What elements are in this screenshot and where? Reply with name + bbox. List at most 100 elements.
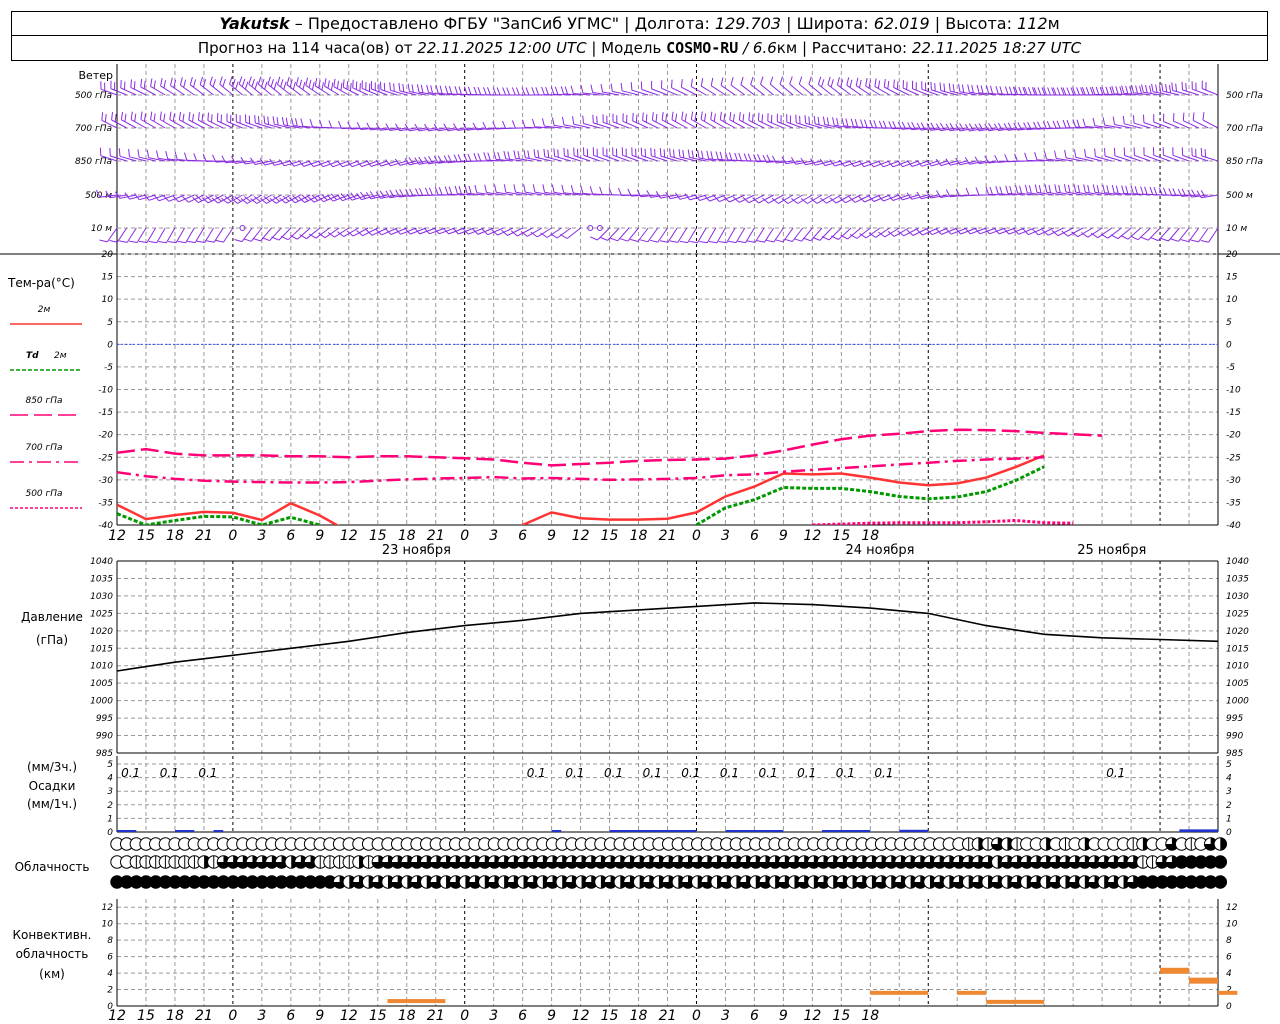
wind-barb: [257, 76, 272, 96]
wind-barb: [541, 86, 562, 96]
cloud-three-quarter: [497, 855, 511, 869]
wind-barb: [337, 227, 359, 238]
precip-value-label: 0.1: [604, 766, 623, 780]
pressure-tick-left: 1005: [90, 679, 113, 689]
wind-barb: [159, 111, 176, 129]
wind-barb: [143, 193, 166, 201]
latitude-label: Широта:: [796, 14, 874, 33]
wind-barb: [389, 82, 407, 96]
wind-barb: [356, 227, 379, 237]
cloud-three-quarter: [952, 875, 966, 889]
wind-barb: [620, 82, 639, 96]
wind-barb: [765, 227, 784, 243]
wind-barb: [128, 148, 147, 162]
wind-barb: [295, 77, 311, 96]
wind-barb: [1170, 227, 1190, 242]
wind-barb: [748, 112, 765, 129]
wind-barb: [230, 194, 253, 204]
wind-level-label-left: 500 гПа: [75, 91, 112, 101]
cloud-three-quarter: [410, 875, 424, 889]
bottom-hour-tick-label: 9: [547, 1008, 556, 1024]
wind-barb: [137, 149, 156, 162]
temp-tick-left: -30: [98, 476, 113, 486]
wind-barb: [945, 227, 968, 235]
cloud-three-quarter: [885, 855, 898, 869]
wind-barb: [1014, 153, 1035, 162]
temp-tick-right: -35: [1226, 498, 1241, 508]
temp-tick-right: 5: [1226, 318, 1232, 328]
cloud-three-quarter: [759, 875, 772, 889]
wind-barb: [592, 114, 610, 129]
wind-barb: [669, 148, 687, 162]
hour-tick-label: 9: [315, 528, 324, 544]
temp-series-solid: [117, 454, 1045, 525]
wind-barb: [1062, 87, 1083, 96]
temp-series-dashdot: [117, 456, 1045, 484]
wind-level-label-left: 10 м: [91, 224, 112, 234]
wind-barb: [342, 79, 359, 96]
wind-barb: [1022, 227, 1045, 236]
cloud-three-quarter: [439, 855, 453, 869]
pressure-tick-right: 1000: [1226, 697, 1249, 707]
bottom-hour-tick-label: 21: [195, 1008, 213, 1024]
wind-barb: [1104, 148, 1122, 162]
cloud-three-quarter: [391, 855, 404, 869]
wind-barb: [416, 84, 436, 96]
hour-tick-label: 15: [137, 528, 155, 544]
wind-barb: [699, 227, 717, 244]
wind-barb: [1121, 85, 1141, 96]
cloud-three-quarter: [1049, 855, 1062, 869]
wind-barb: [1090, 227, 1113, 239]
cloud-three-quarter: [410, 855, 424, 869]
temp-tick-left: -10: [98, 386, 113, 396]
bottom-hour-tick-label: 15: [369, 1008, 387, 1024]
cloud-three-quarter: [662, 875, 675, 889]
wind-barb: [333, 78, 350, 96]
wind-barb: [124, 192, 147, 200]
cloud-three-quarter: [914, 855, 927, 869]
wind-barb: [1083, 184, 1103, 196]
hour-tick-label: 21: [659, 528, 677, 544]
wind-barb: [1064, 149, 1083, 162]
cloud-three-quarter: [478, 855, 491, 869]
wind-barb: [1151, 83, 1170, 96]
wind-barb: [317, 160, 340, 168]
wind-barb: [563, 147, 581, 162]
wind-barb: [308, 227, 330, 239]
precip-bar: [551, 830, 562, 832]
wind-barb: [930, 81, 948, 96]
wind-barb: [1140, 227, 1161, 241]
bottom-hour-tick-label: 12: [340, 1008, 358, 1024]
wind-barb: [207, 112, 224, 129]
cloud-three-quarter: [430, 875, 443, 889]
pressure-tick-right: 1035: [1226, 574, 1249, 584]
altitude-unit: м: [1047, 14, 1060, 33]
legend-2m-label: 2м: [38, 305, 51, 315]
wind-barb: [779, 76, 794, 96]
wind-barb: [753, 154, 774, 163]
wind-barb: [99, 147, 118, 162]
wind-barb: [404, 227, 427, 235]
temp-tick-left: -35: [98, 498, 113, 508]
wind-barb: [150, 78, 166, 96]
wind-barb: [1023, 87, 1045, 96]
wind-barb: [1201, 80, 1219, 96]
bottom-hour-tick-label: 21: [427, 1008, 445, 1024]
cloud-three-quarter: [691, 855, 704, 869]
wind-barb: [541, 118, 562, 129]
wind-barb: [993, 122, 1016, 132]
precip-tick-right: 0: [1226, 828, 1232, 838]
wind-barb: [238, 76, 253, 96]
wind-barb: [177, 227, 195, 244]
wind-barb: [573, 147, 591, 162]
legend-500-label: 500 гПа: [25, 489, 62, 499]
pressure-tick-right: 1020: [1226, 627, 1249, 637]
wind-barb: [829, 159, 852, 167]
wind-barb: [254, 114, 272, 129]
wind-barb: [1051, 227, 1074, 237]
wind-barb: [640, 147, 658, 162]
wind-barb: [262, 227, 282, 242]
wind-barb: [771, 194, 794, 204]
wind-barb: [631, 147, 649, 162]
wind-barb: [502, 120, 523, 129]
